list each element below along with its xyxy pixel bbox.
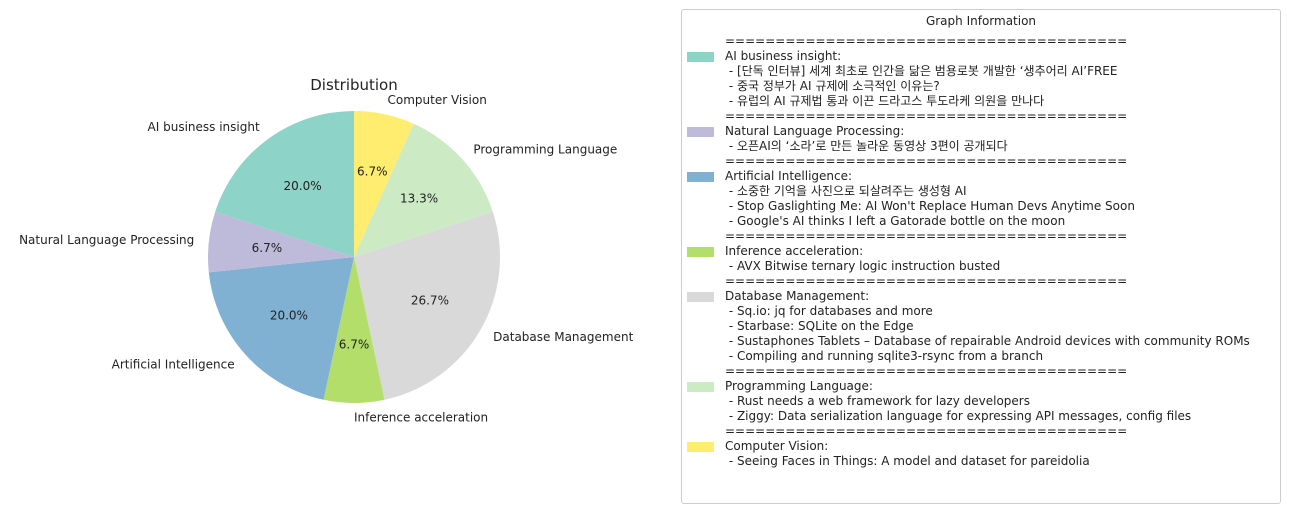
slice-category-label: Inference acceleration [354,411,488,425]
legend-item: - 소중한 기억을 사진으로 되살려주는 생성형 AI [725,184,967,198]
legend-item: - Compiling and running sqlite3-rsync fr… [725,349,1044,363]
slice-category-label: AI business insight [148,120,260,134]
legend-entry: ========================================… [682,424,1280,469]
pie-slice-4 [208,257,354,400]
legend-title: Graph Information [925,14,1037,28]
legend: Graph Information ======================… [681,9,1281,504]
legend-item: - Rust needs a web framework for lazy de… [725,394,1030,408]
pie-slice-3 [323,257,385,403]
pie-slices [207,111,500,403]
slice-percent-label: 26.7% [411,294,449,308]
legend-entry: ========================================… [682,109,1280,154]
legend-category: Computer Vision: [725,439,829,453]
legend-separator: ======================================== [725,229,1128,243]
legend-swatch [687,442,714,452]
legend-item: - 오픈AI의 ‘소라’로 만든 놀라운 동영상 3편이 공개되다 [725,139,1008,153]
legend-swatch [687,292,714,302]
pie-slice-2 [354,211,500,400]
legend-item: - [단독 인터뷰] 세계 최초로 인간을 닮은 범용로봇 개발한 ‘생추어리 … [725,64,1118,78]
slice-percent-label: 13.3% [400,191,438,205]
legend-item: - Sustaphones Tablets – Database of repa… [725,334,1250,348]
legend-item: - 중국 정부가 AI 규제에 소극적인 이유는? [725,79,940,93]
legend-category: Inference acceleration: [725,244,864,258]
chart-title: Distribution [310,76,398,94]
legend-separator: ======================================== [725,154,1128,168]
pie-slice-5 [207,211,354,273]
legend-swatch [687,247,714,257]
legend-separator: ======================================== [725,109,1128,123]
legend-item: - Starbase: SQLite on the Edge [725,319,914,333]
legend-swatch [687,172,714,182]
slice-percent-label: 20.0% [283,179,321,193]
slice-percent-label: 6.7% [252,241,283,255]
legend-category: Artificial Intelligence: [725,169,853,183]
legend-swatch [687,382,714,392]
legend-category: AI business insight: [725,49,842,63]
legend-item: - Ziggy: Data serialization language for… [725,409,1192,423]
legend-entry: ========================================… [682,34,1280,109]
legend-item: - Google's AI thinks I left a Gatorade b… [725,214,1066,228]
slice-category-label: Computer Vision [388,93,487,107]
legend-entry: ========================================… [682,154,1280,229]
pie-slice-6 [215,111,354,257]
legend-category: Database Management: [725,289,870,303]
legend-entry: ========================================… [682,274,1280,364]
slice-percent-label: 6.7% [339,338,370,352]
slice-percent-label: 20.0% [270,309,308,323]
legend-entries: ========================================… [682,34,1280,469]
slice-percent-label: 6.7% [357,164,388,178]
legend-swatch [687,127,714,137]
legend-separator: ======================================== [725,424,1128,438]
legend-category: Programming Language: [725,379,873,393]
slice-category-label: Natural Language Processing [19,233,194,247]
legend-item: - Sq.io: jq for databases and more [725,304,933,318]
legend-item: - Seeing Faces in Things: A model and da… [725,454,1090,468]
pie-labels: 6.7% Computer Vision 13.3% Programming Lang… [19,93,633,425]
slice-category-label: Artificial Intelligence [112,357,235,371]
legend-item: - Stop Gaslighting Me: AI Won't Replace … [725,199,1135,213]
legend-category: Natural Language Processing: [725,124,905,138]
pie-slice-0 [354,111,414,257]
legend-entry: ========================================… [682,229,1280,274]
pie-chart: Distribution 6.7% Computer Vision 13.3% Pro… [19,76,633,425]
legend-item: - 유럽의 AI 규제법 통과 이끈 드라고스 투도라케 의원을 만나다 [725,94,1045,108]
legend-separator: ======================================== [725,364,1128,378]
legend-separator: ======================================== [725,274,1128,288]
legend-separator: ======================================== [725,34,1128,48]
legend-item: - AVX Bitwise ternary logic instruction … [725,259,1001,273]
slice-category-label: Programming Language [473,143,617,157]
slice-category-label: Database Management [493,330,633,344]
pie-slice-1 [354,123,493,257]
legend-entry: ========================================… [682,364,1280,424]
legend-swatch [687,52,714,62]
